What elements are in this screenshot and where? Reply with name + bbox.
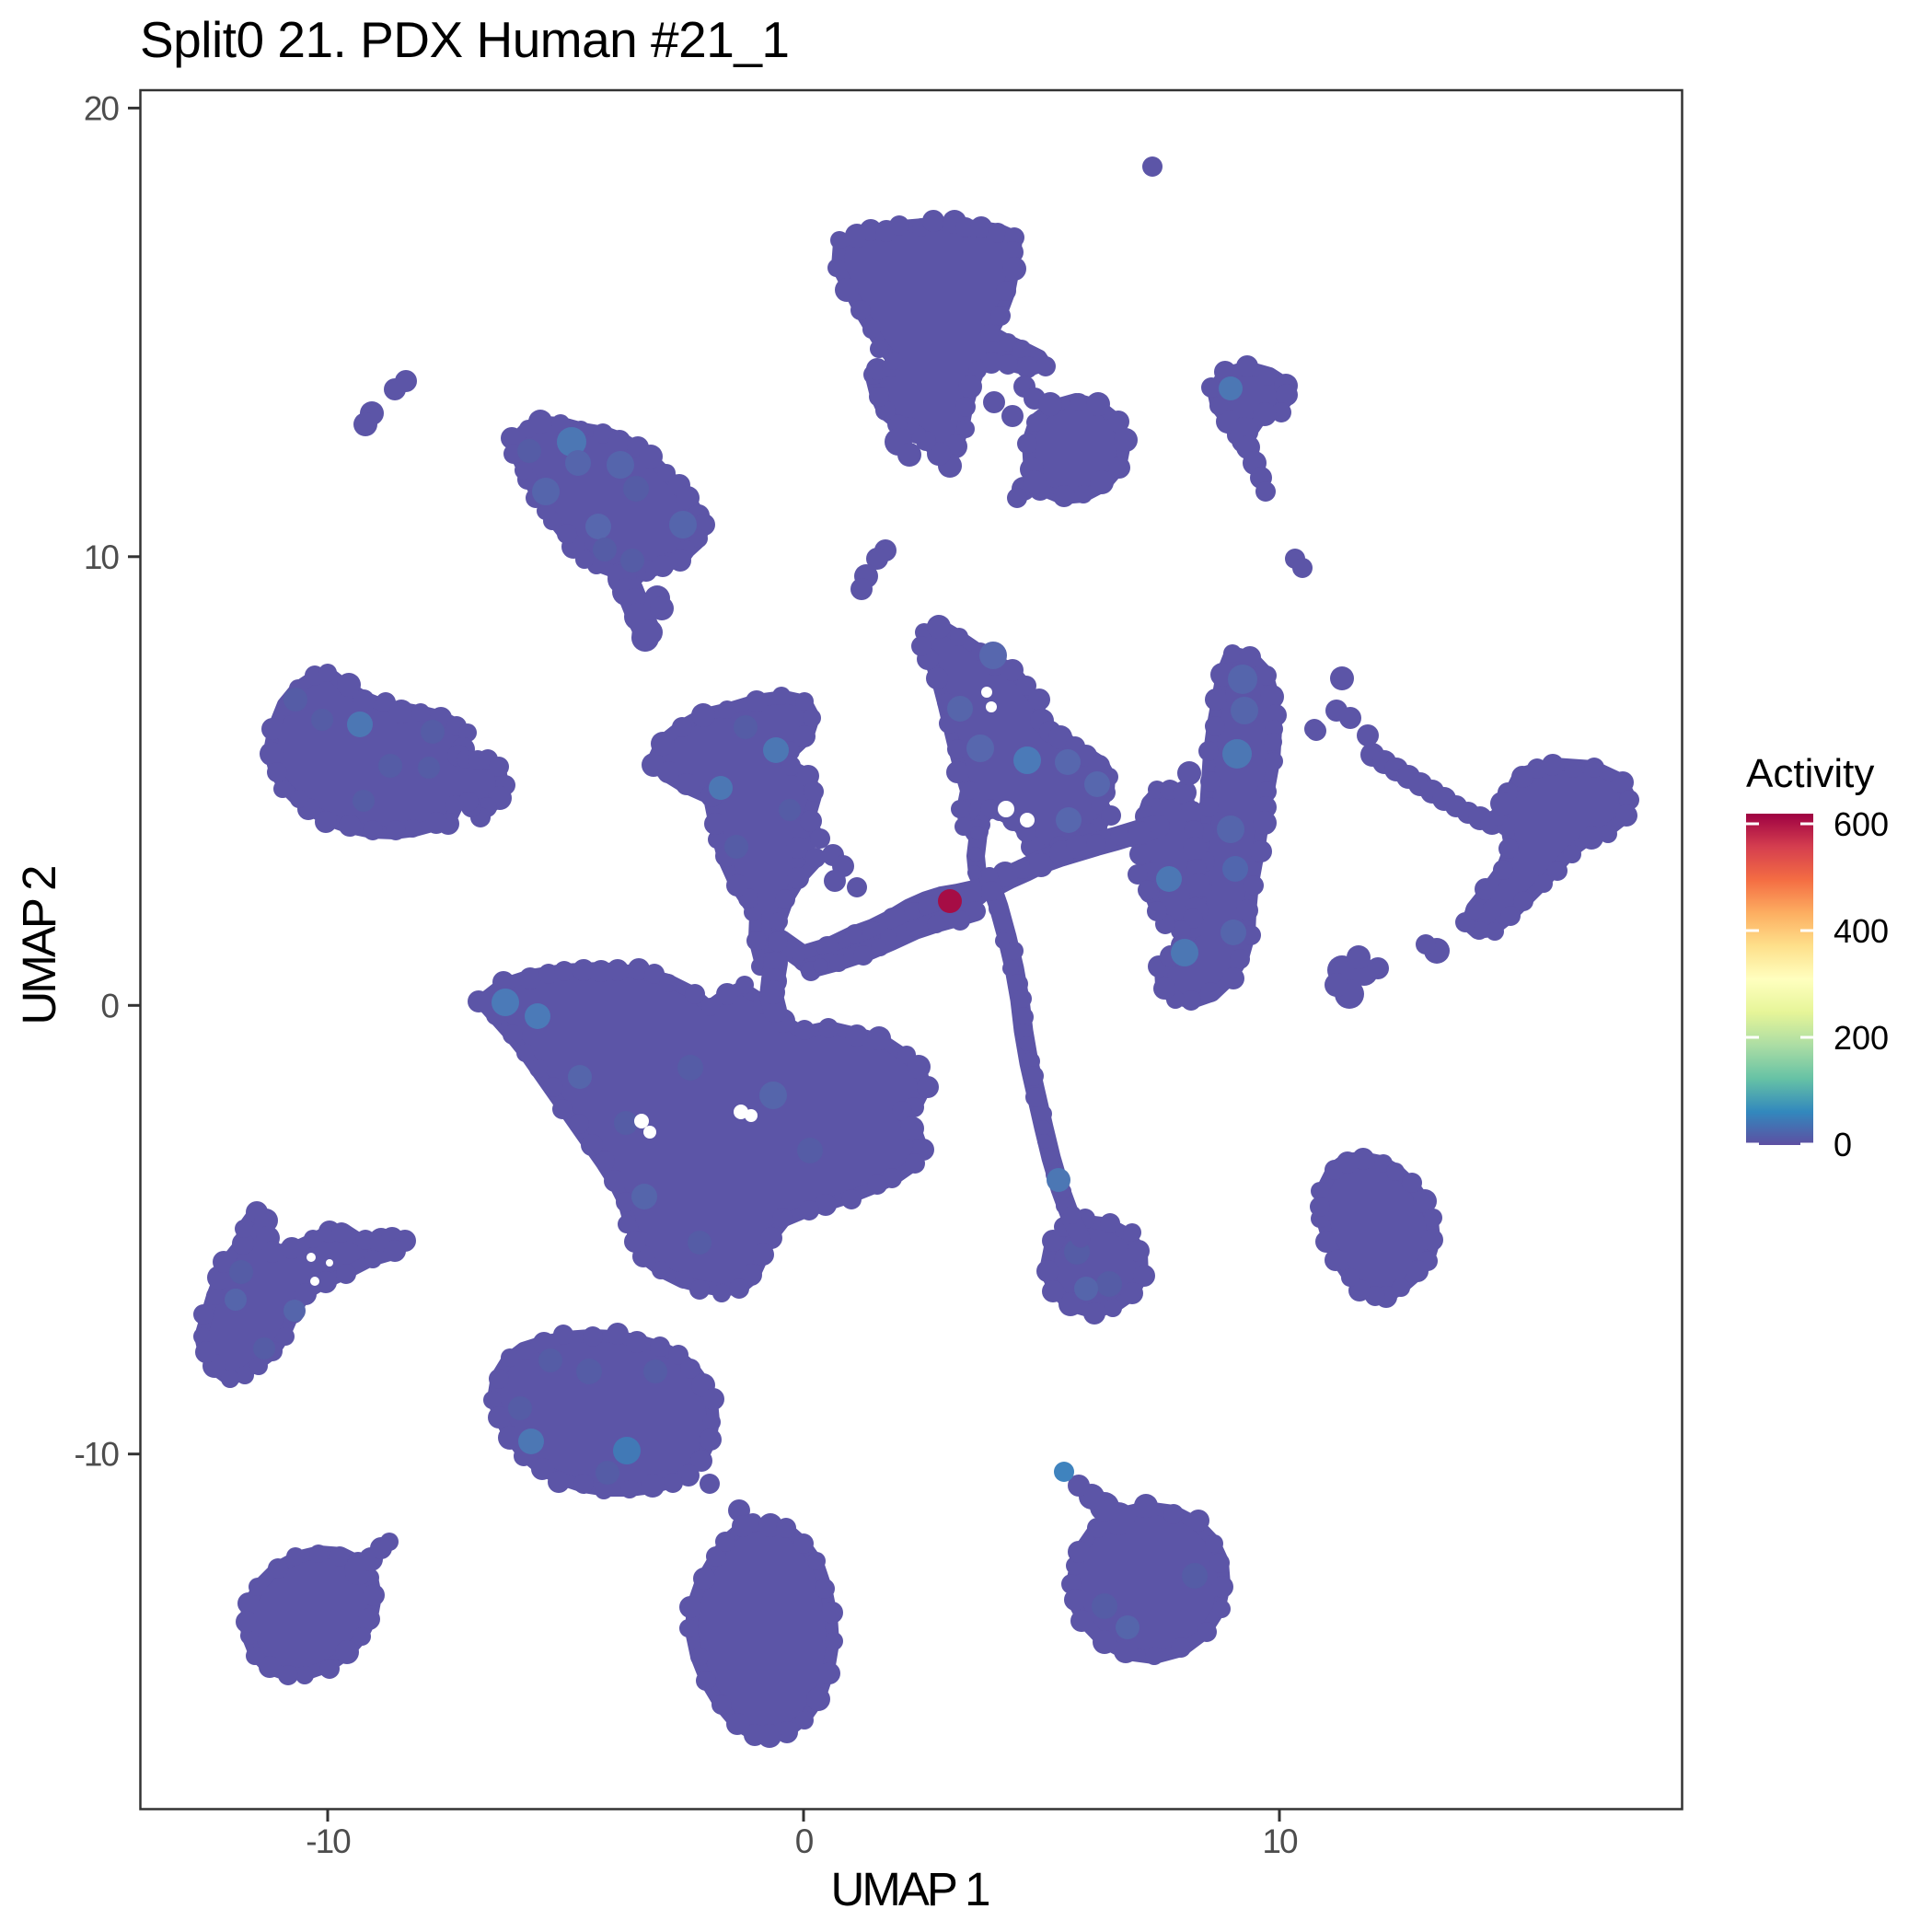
svg-text:Split0 21. PDX Human #21_1: Split0 21. PDX Human #21_1 <box>140 11 790 68</box>
svg-text:200: 200 <box>1834 1019 1889 1057</box>
svg-text:0: 0 <box>100 987 119 1024</box>
svg-text:10: 10 <box>1262 1822 1298 1860</box>
svg-text:-10: -10 <box>75 1436 120 1474</box>
svg-text:10: 10 <box>84 538 120 576</box>
svg-text:-10: -10 <box>306 1822 351 1860</box>
svg-text:400: 400 <box>1834 912 1889 950</box>
svg-text:UMAP 1: UMAP 1 <box>831 1863 989 1915</box>
svg-text:0: 0 <box>795 1822 814 1860</box>
svg-text:0: 0 <box>1834 1126 1852 1163</box>
svg-text:600: 600 <box>1834 805 1889 843</box>
svg-text:Activity: Activity <box>1746 751 1874 796</box>
svg-text:UMAP 2: UMAP 2 <box>13 867 65 1025</box>
svg-text:20: 20 <box>84 89 120 127</box>
